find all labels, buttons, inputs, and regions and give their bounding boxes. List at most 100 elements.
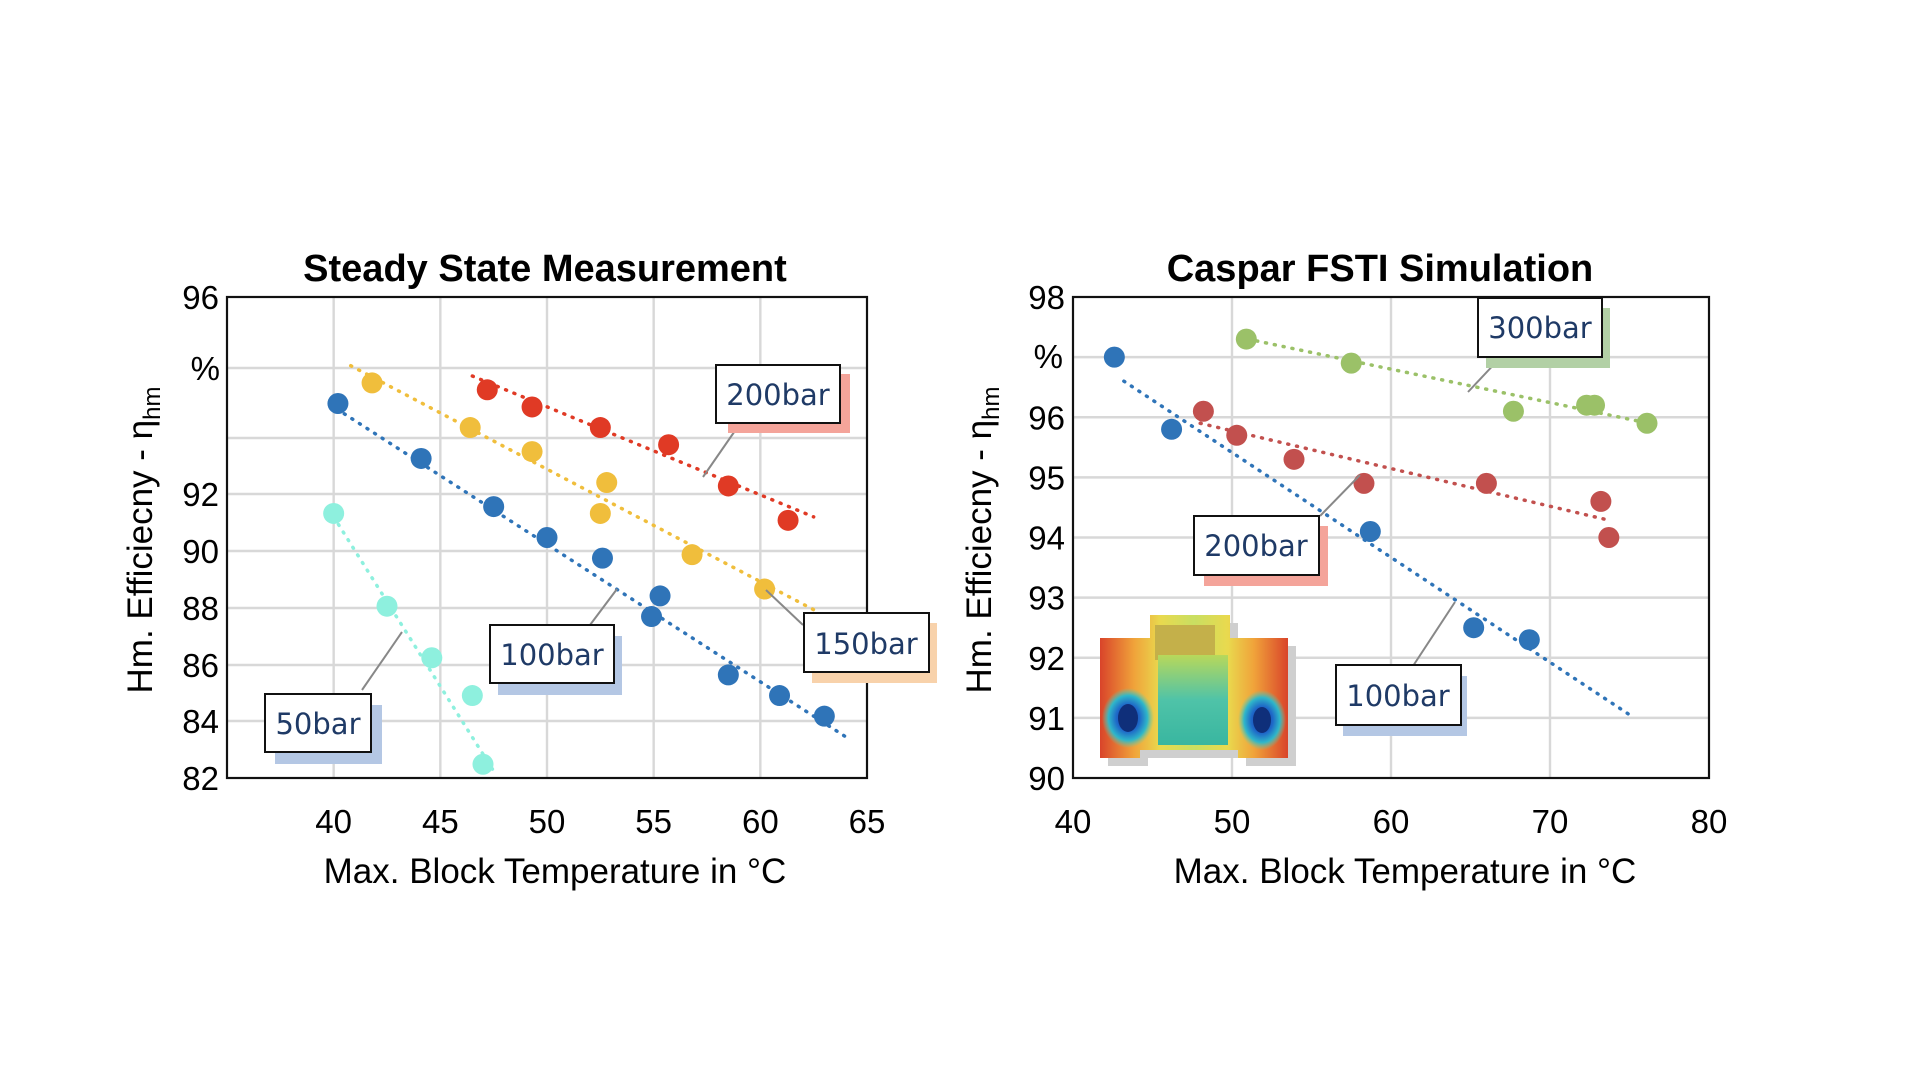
callout-150bar: 150bar [765, 589, 937, 683]
y-tick-label: 98 [1028, 279, 1065, 316]
trend-line-200bar [1198, 421, 1608, 522]
y-axis-label-main: Hm. Efficiecny - η [960, 420, 999, 694]
data-point-200bar [521, 396, 543, 418]
data-point-100bar [1463, 617, 1485, 639]
callout-leader [361, 631, 403, 691]
y-unit-label: % [191, 350, 220, 387]
callout-label: 100bar [500, 638, 604, 672]
data-point-100bar [1518, 629, 1540, 651]
trend-line-150bar [348, 363, 822, 615]
x-axis-label: Max. Block Temperature in °C [324, 852, 787, 891]
data-point-150bar [589, 502, 611, 524]
callout-box [264, 693, 372, 753]
data-point-100bar [1103, 346, 1125, 368]
y-axis-label: Hm. Efficiecny - ηhm [960, 387, 1005, 694]
callout-box [1477, 297, 1603, 358]
data-points [323, 372, 835, 775]
callout-50bar: 50bar [264, 631, 403, 764]
data-point-100bar [591, 547, 613, 569]
callout-box [489, 624, 615, 684]
chart-title: Caspar FSTI Simulation [1167, 248, 1594, 290]
callout-label: 200bar [1204, 529, 1308, 563]
data-point-150bar [681, 544, 703, 566]
trend-line-100bar [342, 412, 848, 739]
data-point-300bar [1636, 412, 1658, 434]
data-point-100bar [327, 393, 349, 415]
x-tick-label: 55 [635, 803, 672, 840]
data-point-200bar [1226, 424, 1248, 446]
y-ticks: 90 91 92 93 94 95 96 98 [1028, 279, 1065, 797]
y-tick-label: 86 [182, 647, 219, 684]
callout-200bar: 200bar [1193, 474, 1361, 586]
x-tick-label: 50 [529, 803, 566, 840]
callout-box [715, 364, 841, 424]
inset-cold-core-left [1118, 704, 1138, 732]
x-ticks: 40 45 50 55 60 65 [315, 803, 885, 840]
trend-line-100bar [1122, 379, 1637, 720]
x-tick-label: 80 [1691, 803, 1728, 840]
y-tick-label: 96 [182, 279, 219, 316]
y-unit-label: % [1034, 338, 1063, 375]
plot-frame [1071, 295, 1711, 780]
x-tick-label: 65 [849, 803, 886, 840]
inset-bore [1158, 655, 1228, 745]
y-tick-label: 95 [1028, 459, 1065, 496]
callout-label: 150bar [814, 627, 918, 661]
y-tick-label: 92 [1028, 640, 1065, 677]
y-tick-label: 96 [1028, 399, 1065, 436]
x-tick-label: 50 [1214, 803, 1251, 840]
x-ticks: 40 50 60 70 80 [1055, 803, 1728, 840]
data-point-50bar [461, 685, 483, 707]
y-tick-label: 92 [182, 476, 219, 513]
callout-label: 300bar [1488, 311, 1592, 345]
data-point-300bar [1235, 328, 1257, 350]
data-point-200bar [1192, 400, 1214, 422]
data-point-50bar [472, 753, 494, 775]
y-axis-label: Hm. Efficiecny - ηhm [121, 387, 166, 694]
data-point-200bar [717, 475, 739, 497]
data-point-150bar [521, 441, 543, 463]
y-tick-label: 94 [1028, 520, 1065, 557]
trend-line-50bar [331, 515, 496, 773]
callout-leader [1319, 474, 1361, 517]
callout-300bar: 300bar [1467, 297, 1610, 393]
data-point-100bar [769, 685, 791, 707]
x-tick-label: 40 [315, 803, 352, 840]
data-point-200bar [1598, 527, 1620, 548]
y-tick-label: 88 [182, 590, 219, 627]
x-tick-label: 60 [1373, 803, 1410, 840]
data-point-100bar [536, 527, 558, 548]
data-point-100bar [483, 496, 505, 518]
data-point-150bar [596, 472, 618, 494]
y-axis-label-main: Hm. Efficiecny - η [121, 420, 160, 694]
data-point-200bar [1590, 490, 1612, 512]
inset-cold-core-right [1253, 707, 1271, 733]
y-tick-label: 82 [182, 760, 219, 797]
y-tick-label: 91 [1028, 700, 1065, 737]
data-point-200bar [1283, 448, 1305, 470]
callout-label: 50bar [275, 707, 360, 741]
y-tick-label: 93 [1028, 580, 1065, 617]
data-point-100bar [649, 585, 671, 607]
data-point-200bar [777, 509, 799, 531]
data-point-100bar [410, 447, 432, 469]
data-point-200bar [1475, 472, 1497, 494]
data-point-50bar [323, 502, 345, 524]
data-point-300bar [1584, 394, 1606, 416]
x-tick-label: 40 [1055, 803, 1092, 840]
callout-100bar: 100bar [489, 588, 622, 695]
data-point-150bar [459, 417, 481, 439]
data-point-300bar [1502, 400, 1524, 422]
y-tick-label: 84 [182, 703, 219, 740]
callout-box [1335, 664, 1462, 726]
callout-leader [765, 589, 804, 626]
callout-box [803, 612, 930, 673]
callout-200bar: 200bar [702, 364, 850, 478]
data-point-200bar [658, 434, 680, 456]
x-tick-label: 70 [1532, 803, 1569, 840]
callout-100bar: 100bar [1335, 601, 1467, 736]
data-point-100bar [641, 606, 663, 628]
data-point-200bar [476, 379, 498, 401]
steady-state-chart: Steady State Measurement 82848688909296 … [121, 248, 937, 891]
